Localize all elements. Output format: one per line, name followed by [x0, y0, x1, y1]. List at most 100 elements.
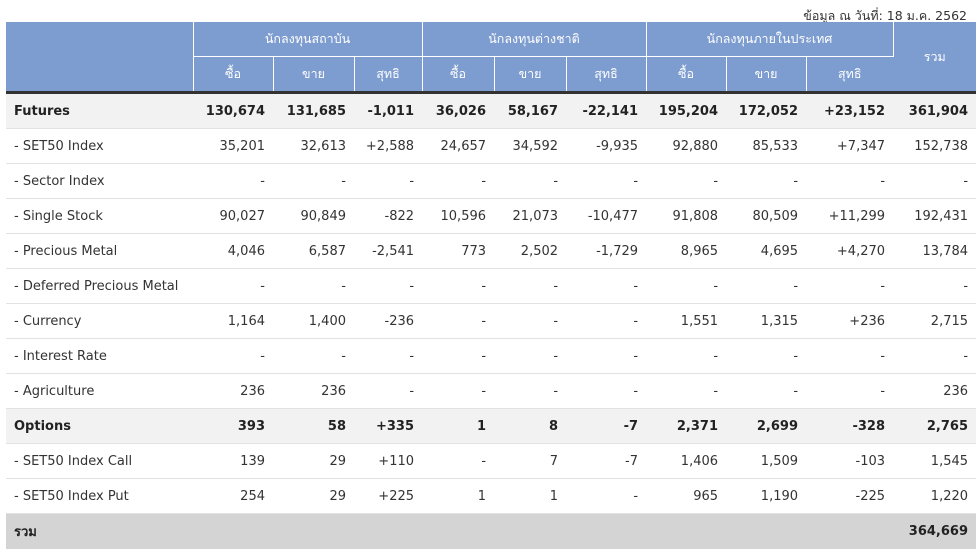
- table-cell: 92,880: [646, 128, 727, 164]
- table-cell: 35,201: [193, 128, 273, 164]
- table-cell: -: [726, 373, 807, 409]
- row-label: - Interest Rate: [6, 338, 193, 374]
- table-cell: 58: [273, 408, 354, 444]
- header-group-local: นักลงทุนภายในประเทศ: [646, 22, 894, 57]
- table-cell: -: [193, 163, 273, 199]
- table-cell: 34,592: [494, 128, 567, 164]
- table-cell: -: [566, 303, 647, 339]
- table-cell: 10,596: [422, 198, 495, 234]
- table-cell: -: [422, 443, 495, 479]
- table-row: - Sector Index - - - - - - - - - -: [6, 163, 977, 199]
- table-body: Futures 130,674 131,685 -1,011 36,026 58,167-…: [6, 92, 977, 514]
- table-cell: -: [354, 163, 423, 199]
- header-total: รวม: [893, 22, 977, 94]
- table-cell: 152,738: [893, 128, 977, 164]
- table-cell: -: [893, 268, 977, 304]
- table-cell: -: [273, 163, 354, 199]
- table-cell: 130,674: [193, 92, 273, 129]
- table-cell: +23,152: [806, 92, 894, 129]
- header-net: สุทธิ: [566, 56, 647, 94]
- table-row: - Precious Metal 4,046 6,587 -2,541 773 2,502…: [6, 233, 977, 269]
- table-cell: 965: [646, 478, 727, 514]
- header-buy: ซื้อ: [422, 56, 495, 94]
- table-cell: 29: [273, 478, 354, 514]
- row-label: - Single Stock: [6, 198, 193, 234]
- table-cell: -: [566, 163, 647, 199]
- table-cell: -7: [566, 443, 647, 479]
- table-cell: +335: [354, 408, 423, 444]
- row-label: - Agriculture: [6, 373, 193, 409]
- table-cell: 172,052: [726, 92, 807, 129]
- table-cell: -: [646, 338, 727, 374]
- table-cell: -: [422, 163, 495, 199]
- data-as-of-date: ข้อมูล ณ วันที่: 18 ม.ค. 2562: [803, 8, 967, 23]
- table-cell: 236: [193, 373, 273, 409]
- table-cell: -: [494, 303, 567, 339]
- header-buy: ซื้อ: [193, 56, 274, 94]
- table-row: - Interest Rate - - - - - - - - - -: [6, 338, 977, 374]
- table-cell: -: [354, 338, 423, 374]
- table-cell: -22,141: [566, 92, 647, 129]
- table-cell: -: [806, 163, 894, 199]
- grand-total-label: รวม: [6, 513, 894, 549]
- category-row: Options 393 58 +335 1 8 -7 2,371 2,699 -328 2,765: [6, 408, 977, 444]
- table-cell: 24,657: [422, 128, 495, 164]
- table-cell: -103: [806, 443, 894, 479]
- header-sell: ขาย: [726, 56, 807, 94]
- table-cell: 80,509: [726, 198, 807, 234]
- category-row: Futures 130,674 131,685 -1,011 36,026 58,167-…: [6, 92, 977, 129]
- header-net: สุทธิ: [354, 56, 423, 94]
- table-cell: 7: [494, 443, 567, 479]
- trading-volume-table: นักลงทุนสถาบัน นักลงทุนต่างชาติ นักลงทุน…: [6, 22, 977, 549]
- table-cell: 1,190: [726, 478, 807, 514]
- header-buy: ซื้อ: [646, 56, 727, 94]
- row-label: - SET50 Index Call: [6, 443, 193, 479]
- table-cell: -: [726, 338, 807, 374]
- table-cell: -: [422, 268, 495, 304]
- table-cell: 254: [193, 478, 273, 514]
- table-cell: 91,808: [646, 198, 727, 234]
- table-cell: 393: [193, 408, 273, 444]
- table-cell: +225: [354, 478, 423, 514]
- table-cell: -: [806, 338, 894, 374]
- table-cell: 4,695: [726, 233, 807, 269]
- table-cell: -: [893, 163, 977, 199]
- table-cell: -1,729: [566, 233, 647, 269]
- header-group-foreign: นักลงทุนต่างชาติ: [422, 22, 647, 57]
- table-cell: 2,699: [726, 408, 807, 444]
- table-cell: -: [646, 373, 727, 409]
- table-cell: -236: [354, 303, 423, 339]
- table-cell: -328: [806, 408, 894, 444]
- table-cell: -10,477: [566, 198, 647, 234]
- table-row: - SET50 Index Call 139 29 +110-7 -7 1,406 1,50…: [6, 443, 977, 479]
- table-row: - Agriculture 236 236- - - - - - -236: [6, 373, 977, 409]
- row-label: - Sector Index: [6, 163, 193, 199]
- table-cell: 1: [422, 408, 495, 444]
- header-sell: ขาย: [494, 56, 567, 94]
- table-cell: 1,551: [646, 303, 727, 339]
- table-cell: -: [806, 373, 894, 409]
- table-cell: 1,315: [726, 303, 807, 339]
- row-label: - Currency: [6, 303, 193, 339]
- table-cell: -: [893, 338, 977, 374]
- table-cell: +110: [354, 443, 423, 479]
- table-cell: -: [646, 163, 727, 199]
- table-cell: +4,270: [806, 233, 894, 269]
- table-cell: +2,588: [354, 128, 423, 164]
- table-cell: 195,204: [646, 92, 727, 129]
- table-cell: +11,299: [806, 198, 894, 234]
- table-cell: 2,715: [893, 303, 977, 339]
- table-cell: 236: [893, 373, 977, 409]
- table-cell: 1: [494, 478, 567, 514]
- table-cell: 8: [494, 408, 567, 444]
- table-cell: -: [566, 478, 647, 514]
- header-sell: ขาย: [273, 56, 355, 94]
- table-cell: 1: [422, 478, 495, 514]
- table-cell: -: [806, 268, 894, 304]
- table-cell: -: [726, 163, 807, 199]
- table-cell: -: [273, 268, 354, 304]
- table-cell: 361,904: [893, 92, 977, 129]
- table-row: - SET50 Index Put 254 29 +225 1 1-965 1,190 -22…: [6, 478, 977, 514]
- table-cell: 1,406: [646, 443, 727, 479]
- table-cell: -: [193, 268, 273, 304]
